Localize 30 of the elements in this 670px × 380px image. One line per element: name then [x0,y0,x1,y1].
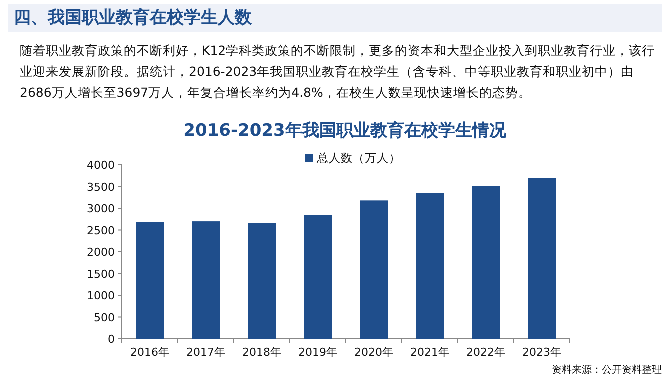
y-tick-label: 1500 [87,268,115,281]
bar [472,186,500,339]
chart-title: 2016-2023年我国职业教育在校学生情况 [184,120,508,141]
bar [136,222,164,339]
bar [360,200,388,339]
y-tick-label: 0 [108,333,115,346]
y-tick-label: 4000 [87,159,115,172]
bar [416,193,444,339]
legend-label: 总人数（万人） [316,151,401,165]
y-tick-label: 500 [94,311,115,324]
y-tick-label: 3000 [87,202,115,216]
bar [528,178,556,339]
x-tick-label: 2020年 [354,346,394,359]
x-tick-label: 2022年 [466,346,506,359]
y-tick-label: 1000 [87,290,115,302]
x-tick-label: 2018年 [242,346,282,359]
bar [304,215,332,339]
x-tick-label: 2021年 [410,346,450,359]
bar [192,222,220,339]
x-tick-label: 2019年 [298,346,338,359]
text: 资料来源：公开资料整理 [552,364,662,376]
x-tick-label: 2017年 [186,346,226,359]
bar [248,223,276,339]
text: 随着职业教育政策的不断利好，K12学科类政策的不断限制，更多的资本和大型企业投入到职业教育行业，该行业迎来发展新阶段。据统计，2016-2023年我国职业教育在校学生（含专科、中等职业教育和职业初中）由2686万人增长至3697万人，年复合增长率约为4.8%，在校生人数呈现快速增长的态势。 [20,42,656,102]
y-tick-label: 3500 [87,180,115,194]
y-tick-label: 2500 [87,224,115,238]
x-tick-label: 2023年 [522,346,562,359]
y-tick-label: 2000 [87,246,115,259]
text: 四、我国职业教育在校学生人数 [8,4,662,32]
x-tick-label: 2016年 [130,346,170,359]
